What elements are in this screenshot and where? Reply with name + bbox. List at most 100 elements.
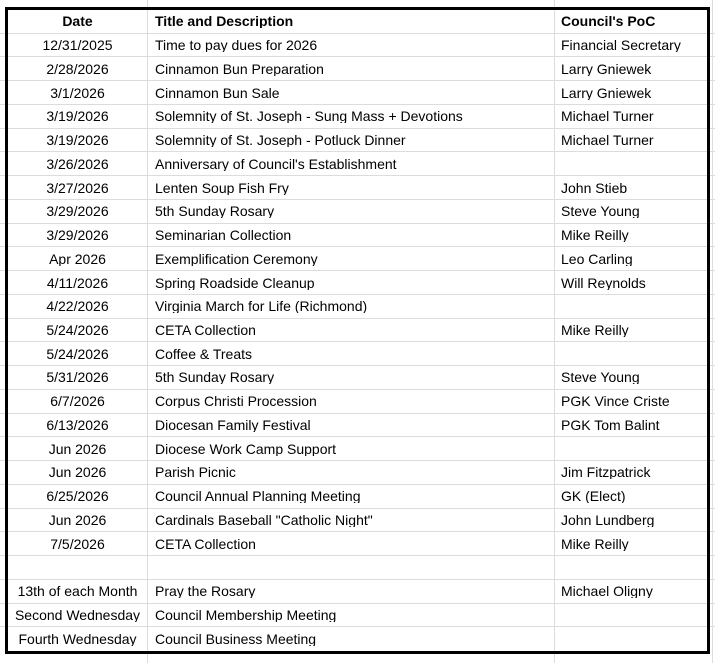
- table-row: Second Wednesday Council Membership Meeti…: [0, 604, 715, 628]
- poc-cell[interactable]: John Stieb: [561, 180, 628, 195]
- poc-cell[interactable]: Will Reynolds: [561, 275, 646, 290]
- poc-cell[interactable]: Mike Reilly: [561, 536, 629, 551]
- title-cell[interactable]: CETA Collection: [155, 322, 256, 337]
- date-cell[interactable]: 5/24/2026: [46, 346, 109, 361]
- date-cell[interactable]: 3/1/2026: [50, 85, 105, 100]
- header-title[interactable]: Title and Description: [155, 14, 294, 29]
- date-cell[interactable]: Second Wednesday: [14, 607, 141, 622]
- date-cell[interactable]: 3/29/2026: [46, 204, 109, 219]
- date-cell[interactable]: 6/7/2026: [50, 394, 105, 409]
- title-cell[interactable]: Parish Picnic: [155, 465, 236, 480]
- title-cell[interactable]: Council Business Meeting: [155, 632, 317, 647]
- title-cell[interactable]: Council Annual Planning Meeting: [155, 489, 361, 504]
- table-row: Jun 2026 Diocese Work Camp Support: [0, 437, 715, 462]
- date-cell[interactable]: 3/19/2026: [46, 109, 109, 124]
- date-cell[interactable]: 5/31/2026: [46, 370, 109, 385]
- poc-cell[interactable]: GK (Elect): [561, 489, 626, 504]
- title-cell[interactable]: Time to pay dues for 2026: [155, 38, 318, 53]
- date-cell[interactable]: 5/24/2026: [46, 322, 109, 337]
- table-row: 3/27/2026 Lenten Soup Fish Fry John Stieb: [0, 176, 715, 200]
- date-cell[interactable]: Jun 2026: [48, 512, 107, 527]
- title-cell[interactable]: Cinnamon Bun Preparation: [155, 61, 324, 76]
- date-cell[interactable]: 2/28/2026: [46, 61, 109, 76]
- title-cell[interactable]: Exemplification Ceremony: [155, 251, 318, 266]
- column-gridline-title-poc: [554, 0, 555, 663]
- poc-cell[interactable]: Steve Young: [561, 370, 640, 385]
- table-row: 3/29/2026 Seminarian Collection Mike Reill…: [0, 224, 715, 248]
- date-cell[interactable]: 13th of each Month: [17, 584, 138, 599]
- date-cell[interactable]: 6/25/2026: [46, 489, 109, 504]
- header-date[interactable]: Date: [62, 14, 93, 29]
- title-cell[interactable]: Seminarian Collection: [155, 228, 292, 243]
- title-cell[interactable]: Spring Roadside Cleanup: [155, 275, 315, 290]
- table-row: 3/29/2026 5th Sunday Rosary Steve Young: [0, 200, 715, 224]
- title-cell[interactable]: Council Membership Meeting: [155, 607, 337, 622]
- table-row: 6/25/2026 Council Annual Planning Meeting…: [0, 485, 715, 509]
- title-cell[interactable]: Lenten Soup Fish Fry: [155, 180, 289, 195]
- date-cell[interactable]: 3/27/2026: [46, 180, 109, 195]
- date-cell[interactable]: Jun 2026: [48, 441, 107, 456]
- poc-cell[interactable]: Financial Secretary: [561, 38, 681, 53]
- poc-cell[interactable]: Michael Turner: [561, 133, 654, 148]
- date-cell[interactable]: 12/31/2025: [42, 38, 113, 53]
- table-row: 3/1/2026 Cinnamon Bun Sale Larry Gniewek: [0, 81, 715, 105]
- poc-cell[interactable]: Mike Reilly: [561, 322, 629, 337]
- title-cell[interactable]: 5th Sunday Rosary: [155, 204, 275, 219]
- poc-cell[interactable]: Mike Reilly: [561, 228, 629, 243]
- poc-cell[interactable]: Leo Carling: [561, 251, 633, 266]
- date-cell[interactable]: Fourth Wednesday: [18, 632, 137, 647]
- table-row: Fourth Wednesday Council Business Meeting: [0, 627, 715, 651]
- title-cell[interactable]: Virginia March for Life (Richmond): [155, 299, 368, 314]
- events-table: Date Title and Description Council's PoC…: [0, 10, 715, 651]
- title-cell[interactable]: Diocese Work Camp Support: [155, 441, 337, 456]
- table-row: 5/31/2026 5th Sunday Rosary Steve Young: [0, 366, 715, 390]
- poc-cell[interactable]: Steve Young: [561, 204, 640, 219]
- date-cell[interactable]: 4/11/2026: [46, 275, 109, 290]
- poc-cell[interactable]: Larry Gniewek: [561, 85, 652, 100]
- column-gridline-right-edge: [712, 0, 713, 663]
- table-row: 13th of each Month Pray the Rosary Michael…: [0, 580, 715, 604]
- table-row: 3/19/2026 Solemnity of St. Joseph - Potlu…: [0, 129, 715, 153]
- title-cell[interactable]: Coffee & Treats: [155, 346, 253, 361]
- table-row: 4/22/2026 Virginia March for Life (Richmo…: [0, 295, 715, 319]
- table-row: 5/24/2026 Coffee & Treats: [0, 342, 715, 367]
- title-cell[interactable]: Diocesan Family Festival: [155, 417, 311, 432]
- table-row: 6/7/2026 Corpus Christi Procession PGK Vin…: [0, 390, 715, 414]
- header-poc[interactable]: Council's PoC: [561, 14, 656, 29]
- table-row: Jun 2026 Parish Picnic Jim Fitzpatrick: [0, 461, 715, 485]
- table-row: Apr 2026 Exemplification Ceremony Leo Carl…: [0, 247, 715, 272]
- date-cell[interactable]: 3/19/2026: [46, 133, 109, 148]
- table-row: 12/31/2025 Time to pay dues for 2026 Finan…: [0, 34, 715, 58]
- title-cell[interactable]: Anniversary of Council's Establishment: [155, 156, 397, 171]
- title-cell[interactable]: Corpus Christi Procession: [155, 394, 317, 409]
- table-row: 2/28/2026 Cinnamon Bun Preparation Larry G…: [0, 57, 715, 82]
- title-cell[interactable]: CETA Collection: [155, 536, 256, 551]
- column-gridline-date-title: [147, 0, 148, 663]
- date-cell[interactable]: 4/22/2026: [46, 299, 109, 314]
- poc-cell[interactable]: Michael Turner: [561, 109, 654, 124]
- poc-cell[interactable]: Larry Gniewek: [561, 61, 652, 76]
- date-cell[interactable]: Jun 2026: [48, 465, 107, 480]
- title-cell[interactable]: Solemnity of St. Joseph - Potluck Dinner: [155, 133, 406, 148]
- table-row: 7/5/2026 CETA Collection Mike Reilly: [0, 532, 715, 557]
- poc-cell[interactable]: Jim Fitzpatrick: [561, 465, 651, 480]
- date-cell[interactable]: 3/29/2026: [46, 228, 109, 243]
- date-cell[interactable]: 7/5/2026: [50, 536, 105, 551]
- table-row: Jun 2026 Cardinals Baseball "Catholic Nig…: [0, 509, 715, 533]
- poc-cell[interactable]: Michael Oligny: [561, 584, 653, 599]
- poc-cell[interactable]: PGK Vince Criste: [561, 394, 670, 409]
- poc-cell[interactable]: PGK Tom Balint: [561, 417, 660, 432]
- title-cell[interactable]: Pray the Rosary: [155, 584, 256, 599]
- date-cell[interactable]: 3/26/2026: [46, 156, 109, 171]
- table-row: 6/13/2026 Diocesan Family Festival PGK Tom…: [0, 414, 715, 438]
- title-cell[interactable]: Cinnamon Bun Sale: [155, 85, 280, 100]
- table-row: 3/19/2026 Solemnity of St. Joseph - Sung …: [0, 105, 715, 129]
- date-cell[interactable]: Apr 2026: [49, 251, 106, 266]
- title-cell[interactable]: Solemnity of St. Joseph - Sung Mass + De…: [155, 109, 463, 124]
- poc-cell[interactable]: John Lundberg: [561, 512, 655, 527]
- title-cell[interactable]: Cardinals Baseball "Catholic Night": [155, 512, 373, 527]
- date-cell[interactable]: 6/13/2026: [46, 417, 109, 432]
- title-cell[interactable]: 5th Sunday Rosary: [155, 370, 275, 385]
- table-row: [0, 556, 715, 580]
